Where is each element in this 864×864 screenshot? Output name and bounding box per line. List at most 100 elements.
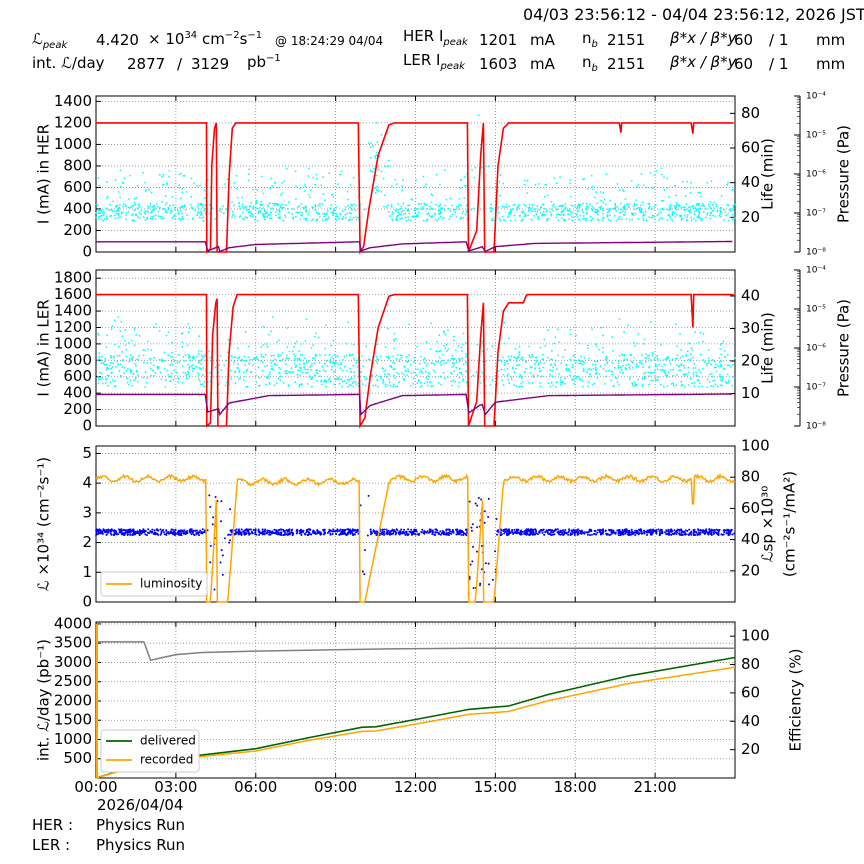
ler-life-dot bbox=[135, 334, 138, 336]
ler-life-dot bbox=[600, 326, 603, 329]
specific-lumi-dot bbox=[356, 529, 359, 532]
ler-life-dot bbox=[425, 364, 428, 367]
her-life-dot bbox=[684, 195, 687, 197]
specific-lumi-dot bbox=[275, 529, 278, 532]
specific-lumi-dot bbox=[536, 533, 539, 536]
ler-life-dot bbox=[569, 374, 571, 376]
ler-life-dot bbox=[245, 370, 248, 373]
ler-life-dot bbox=[111, 371, 113, 374]
specific-lumi-dot bbox=[348, 528, 351, 531]
ler-life-dot bbox=[442, 371, 445, 374]
ler-life-dot bbox=[233, 362, 235, 365]
her-life-dot bbox=[95, 211, 97, 214]
her-life-dot bbox=[561, 204, 564, 207]
her-life-dot bbox=[196, 205, 199, 208]
specific-lumi-dot bbox=[331, 530, 334, 533]
ler-life-dot bbox=[341, 369, 344, 372]
ler-life-dot bbox=[274, 358, 276, 361]
ler-life-dot bbox=[100, 359, 103, 362]
her-life-dot bbox=[125, 218, 128, 221]
her-life-dot bbox=[159, 206, 161, 209]
ler-life-dot bbox=[191, 357, 194, 359]
ler-life-dot bbox=[104, 360, 106, 363]
ler-life-dot bbox=[298, 357, 301, 360]
her-life-dot bbox=[129, 174, 131, 177]
ler-nb-n: n bbox=[582, 53, 592, 71]
ler-life-dot bbox=[676, 345, 678, 347]
y-tick-label: 0 bbox=[82, 243, 92, 261]
her-life-dot bbox=[429, 205, 431, 208]
ler-life-dot bbox=[340, 363, 343, 366]
ler-life-dot bbox=[714, 379, 716, 382]
ler-life-dot bbox=[111, 379, 114, 381]
specific-lumi-dot bbox=[307, 528, 310, 531]
ler-life-dot bbox=[608, 369, 610, 372]
specific-lumi-dot bbox=[552, 531, 554, 534]
her-life-dot bbox=[372, 145, 374, 147]
ler-life-dot bbox=[106, 334, 108, 337]
her-life-dot bbox=[350, 212, 352, 215]
her-life-dot bbox=[149, 205, 152, 207]
her-life-dot bbox=[570, 211, 573, 214]
ler-life-dot bbox=[445, 343, 448, 346]
ler-life-dot bbox=[602, 351, 604, 353]
ler-life-dot bbox=[514, 347, 517, 350]
ler-life-dot bbox=[654, 365, 657, 368]
her-life-dot bbox=[470, 208, 473, 211]
her-life-dot bbox=[550, 214, 553, 217]
ler-life-dot bbox=[238, 369, 241, 372]
ler-life-dot bbox=[188, 366, 191, 368]
specific-lumi-dot bbox=[323, 528, 326, 531]
her-life-dot bbox=[697, 203, 700, 206]
specific-lumi-dot bbox=[309, 528, 312, 531]
her-life-dot bbox=[332, 212, 335, 215]
her-life-dot bbox=[166, 182, 168, 185]
her-life-dot bbox=[310, 189, 312, 192]
specific-lumi-dot bbox=[583, 531, 586, 534]
ler-life-dot bbox=[355, 359, 358, 362]
ler-life-dot bbox=[457, 345, 460, 347]
her-life-dot bbox=[245, 209, 248, 211]
her-life-dot bbox=[383, 205, 385, 208]
her-life-dot bbox=[487, 165, 490, 168]
her-life-dot bbox=[164, 204, 167, 206]
y-right-tick-label: 40 bbox=[741, 173, 760, 191]
x-tick-label: 03:00 bbox=[154, 778, 198, 796]
ler-life-dot bbox=[256, 358, 259, 361]
ler-life-dot bbox=[169, 364, 172, 366]
her-life-dot bbox=[182, 205, 184, 208]
her-life-dot bbox=[639, 209, 641, 212]
her-life-dot bbox=[378, 168, 381, 171]
ler-life-dot bbox=[591, 328, 593, 331]
ler-life-dot bbox=[420, 369, 422, 372]
specific-lumi-dot bbox=[667, 528, 670, 531]
specific-lumi-dot bbox=[157, 529, 160, 532]
specific-lumi-dot bbox=[477, 496, 480, 499]
specific-lumi-dot bbox=[472, 587, 475, 589]
her-life-dot bbox=[159, 215, 162, 218]
specific-lumi-dot bbox=[129, 528, 132, 531]
her-life-dot bbox=[437, 205, 440, 208]
specific-lumi-dot bbox=[432, 531, 435, 534]
her-life-dot bbox=[609, 199, 611, 202]
ler-life-dot bbox=[520, 358, 522, 360]
specific-lumi-dot bbox=[104, 531, 106, 534]
her-life-dot bbox=[267, 205, 270, 207]
her-life-dot bbox=[591, 209, 594, 212]
ler-life-dot bbox=[393, 332, 396, 335]
specific-lumi-dot bbox=[213, 588, 216, 591]
ler-life-dot bbox=[306, 371, 309, 374]
ler-life-dot bbox=[525, 367, 527, 370]
her-life-dot bbox=[533, 208, 535, 211]
her-life-dot bbox=[262, 207, 265, 210]
specific-lumi-dot bbox=[302, 529, 305, 532]
lpeak-label: ℒpeak bbox=[32, 32, 67, 51]
specific-lumi-dot bbox=[163, 533, 166, 536]
ler-life-dot bbox=[172, 378, 175, 381]
ler-life-dot bbox=[461, 350, 463, 353]
her-life-dot bbox=[501, 205, 504, 208]
her-life-dot bbox=[169, 204, 171, 207]
her-life-dot bbox=[241, 211, 244, 214]
her-life-dot bbox=[135, 196, 138, 199]
her-life-dot bbox=[563, 218, 565, 221]
